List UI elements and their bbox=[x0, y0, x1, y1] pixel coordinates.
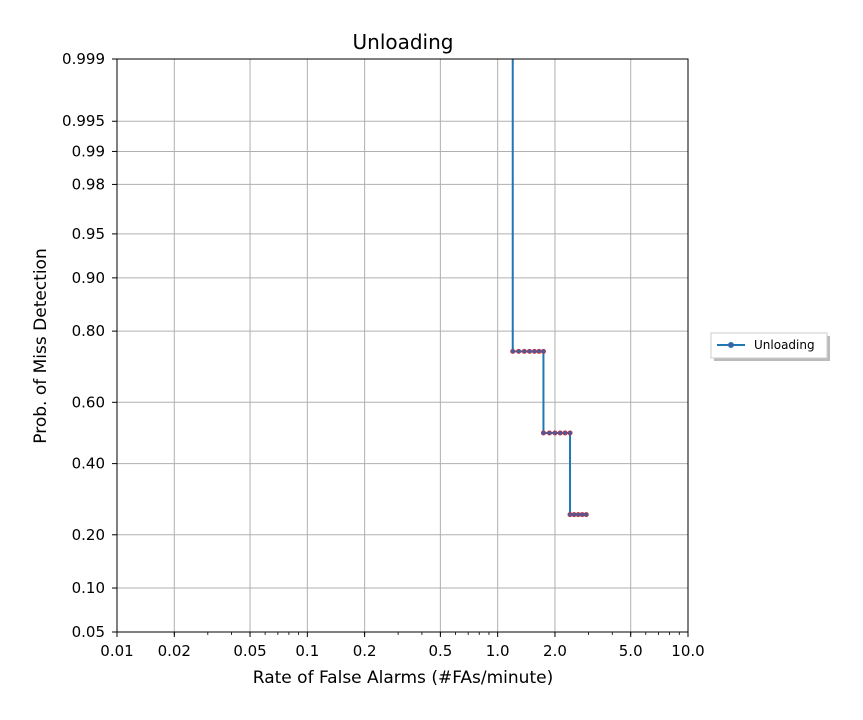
data-point bbox=[579, 512, 585, 518]
x-tick-label: 0.01 bbox=[100, 642, 133, 660]
y-axis-label: Prob. of Miss Detection bbox=[31, 248, 51, 443]
chart-title: Unloading bbox=[353, 30, 454, 54]
data-point bbox=[510, 348, 516, 354]
legend-marker bbox=[728, 342, 734, 348]
y-tick-label: 0.95 bbox=[72, 225, 105, 243]
y-tick-label: 0.80 bbox=[72, 322, 105, 340]
y-tick-label: 0.60 bbox=[72, 393, 105, 411]
legend-label: Unloading bbox=[754, 338, 815, 352]
data-point bbox=[583, 512, 589, 518]
series-layer bbox=[510, 59, 589, 518]
y-tick-label: 0.05 bbox=[72, 623, 105, 641]
data-point bbox=[567, 430, 573, 436]
y-tick-label: 0.40 bbox=[72, 455, 105, 473]
data-point bbox=[562, 430, 568, 436]
data-point bbox=[540, 430, 546, 436]
data-point bbox=[557, 430, 563, 436]
plot-frame bbox=[116, 58, 689, 633]
x-axis-label: Rate of False Alarms (#FAs/minute) bbox=[253, 668, 553, 688]
y-tick-label: 0.98 bbox=[72, 175, 105, 193]
x-tick-label: 0.05 bbox=[233, 642, 266, 660]
data-point bbox=[527, 348, 533, 354]
y-tick-label: 0.995 bbox=[62, 112, 105, 130]
data-point bbox=[536, 348, 542, 354]
x-tick-label: 10.0 bbox=[671, 642, 704, 660]
y-axis-ticks: 0.05 0.10 0.20 0.40 0.60 0.80 0.90 0.95 0.98 0.99… bbox=[62, 50, 117, 641]
x-axis-ticks: 0.01 0.02 0.05 0.1 0.2 0.5 1.0 2.0 5.0 10.0 bbox=[100, 632, 705, 660]
data-point bbox=[521, 348, 527, 354]
legend: Unloading bbox=[710, 332, 830, 361]
y-tick-label: 0.99 bbox=[72, 142, 105, 160]
x-tick-label: 0.2 bbox=[353, 642, 377, 660]
y-tick-label: 0.90 bbox=[72, 269, 105, 287]
y-tick-label: 0.999 bbox=[62, 50, 105, 68]
legend-box bbox=[710, 332, 828, 359]
data-point bbox=[546, 430, 552, 436]
x-tick-label: 0.1 bbox=[295, 642, 319, 660]
x-tick-label: 5.0 bbox=[619, 642, 643, 660]
data-point bbox=[540, 348, 546, 354]
data-point bbox=[516, 348, 522, 354]
x-tick-label: 0.02 bbox=[158, 642, 191, 660]
data-point bbox=[571, 512, 577, 518]
y-tick-label: 0.10 bbox=[72, 579, 105, 597]
data-point bbox=[552, 430, 558, 436]
x-tick-label: 0.5 bbox=[428, 642, 452, 660]
y-tick-label: 0.20 bbox=[72, 526, 105, 544]
x-tick-label: 1.0 bbox=[486, 642, 510, 660]
x-tick-label: 2.0 bbox=[543, 642, 567, 660]
data-point bbox=[531, 348, 537, 354]
